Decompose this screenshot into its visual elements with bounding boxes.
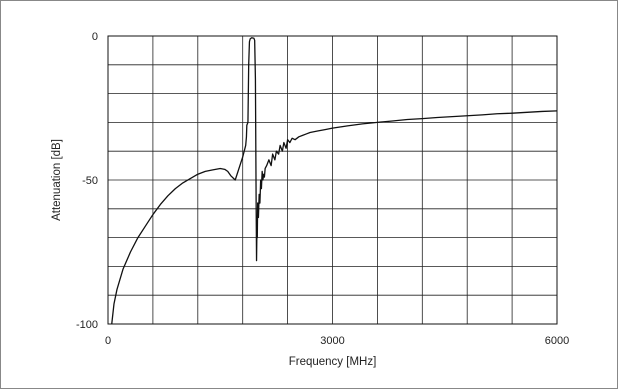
plot-area — [107, 35, 558, 325]
attenuation-curve — [111, 37, 558, 325]
x-tick-label: 6000 — [545, 335, 569, 347]
y-tick-label: -50 — [82, 175, 98, 187]
y-tick-label: 0 — [92, 31, 98, 43]
y-tick-label: -100 — [76, 319, 98, 331]
x-axis-label: Frequency [MHz] — [289, 356, 377, 368]
y-axis-label: Attenuation [dB] — [51, 139, 63, 221]
x-axis-ticks: 0 3000 6000 — [105, 335, 569, 347]
plot-grid — [108, 36, 557, 324]
x-tick-label: 0 — [105, 335, 111, 347]
x-tick-label: 3000 — [320, 335, 344, 347]
y-axis-ticks: 0 -50 -100 — [76, 31, 98, 331]
